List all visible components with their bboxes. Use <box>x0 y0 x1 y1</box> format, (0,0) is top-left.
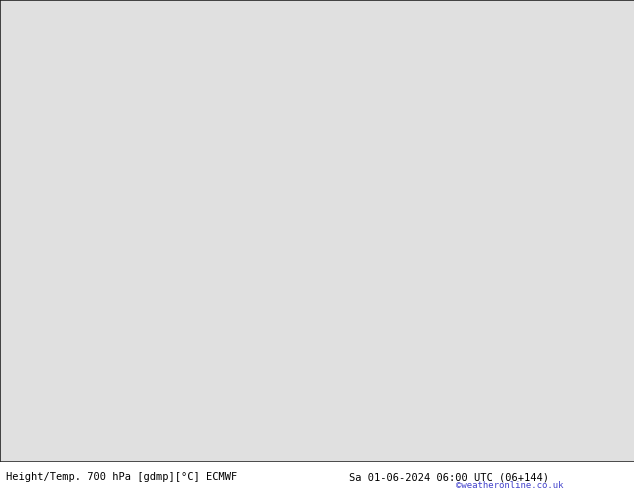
Text: ©weatheronline.co.uk: ©weatheronline.co.uk <box>456 481 564 490</box>
Text: Sa 01-06-2024 06:00 UTC (06+144): Sa 01-06-2024 06:00 UTC (06+144) <box>349 472 548 482</box>
Text: Height/Temp. 700 hPa [gdmp][°C] ECMWF: Height/Temp. 700 hPa [gdmp][°C] ECMWF <box>6 472 238 482</box>
